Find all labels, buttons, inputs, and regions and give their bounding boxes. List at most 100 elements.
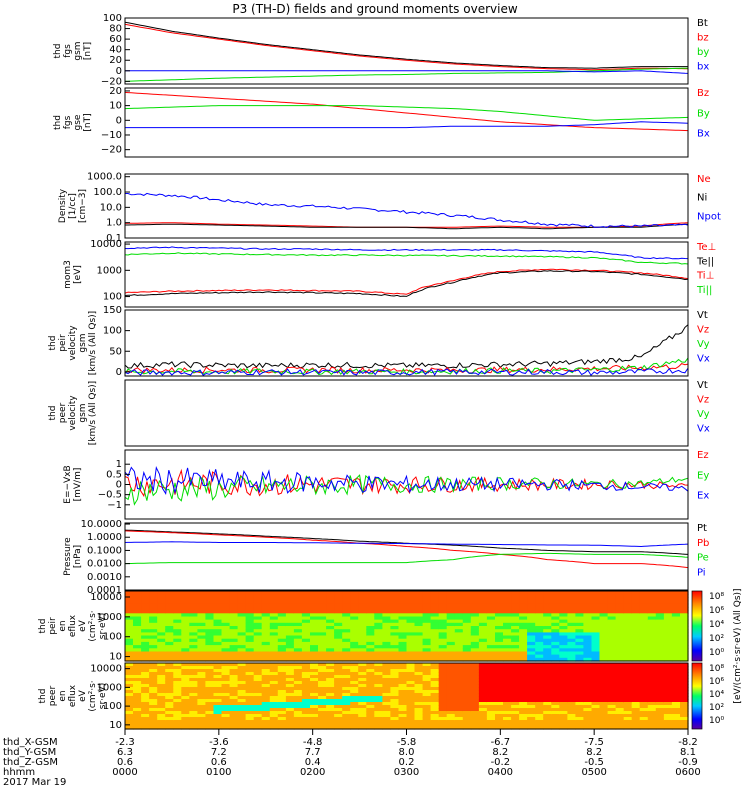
heatmap-cell — [205, 684, 214, 688]
heatmap-cell — [301, 638, 311, 643]
heatmap-cell — [575, 622, 584, 627]
heatmap-cell — [342, 717, 351, 721]
heatmap-cell — [366, 648, 375, 653]
legend-label: Pe — [697, 553, 709, 564]
heatmap-cell — [478, 622, 488, 627]
heatmap-cell — [599, 699, 609, 703]
heatmap-cell — [414, 597, 424, 602]
heatmap-cell — [511, 635, 520, 640]
heatmap-cell — [470, 657, 480, 662]
heatmap-cell — [149, 591, 158, 595]
heatmap-cell — [293, 616, 303, 621]
heatmap-cell — [310, 600, 319, 605]
heatmap-cell — [591, 641, 601, 646]
legend-label: Ti⊥ — [696, 271, 714, 282]
heatmap-cell — [229, 594, 239, 598]
heatmap-cell — [623, 681, 633, 685]
heatmap-cell — [261, 641, 271, 646]
heatmap-cell — [133, 610, 142, 614]
heatmap-cell — [342, 616, 351, 621]
heatmap-cell — [125, 696, 134, 700]
heatmap-cell — [350, 684, 359, 688]
heatmap-cell — [478, 594, 488, 598]
heatmap-cell — [157, 641, 166, 646]
heatmap-cell — [374, 648, 383, 653]
heatmap-cell — [486, 690, 496, 694]
heatmap-cell — [261, 622, 271, 627]
heatmap-cell — [261, 696, 271, 700]
heatmap-cell — [486, 672, 496, 676]
heatmap-cell — [133, 626, 142, 630]
heatmap-cell — [390, 711, 399, 715]
heatmap-cell — [350, 651, 359, 656]
heatmap-cell — [213, 693, 223, 697]
heatmap-cell — [173, 678, 182, 682]
y-axis-label: [nPa] — [73, 545, 83, 568]
heatmap-cell — [446, 693, 456, 697]
heatmap-cell — [503, 600, 512, 605]
heatmap-cell — [261, 711, 271, 715]
heatmap-cell — [301, 702, 311, 706]
heatmap-cell — [245, 638, 255, 643]
y-axis-label: fgs — [63, 115, 73, 129]
heatmap-cell — [583, 610, 592, 614]
heatmap-cell — [438, 708, 448, 712]
heatmap-cell — [269, 702, 279, 706]
heatmap-cell — [639, 675, 649, 679]
heatmap-cell — [277, 641, 287, 646]
heatmap-cell — [157, 597, 166, 602]
heatmap-cell — [133, 616, 142, 621]
heatmap-cell — [285, 600, 295, 605]
heatmap-cell — [350, 619, 359, 624]
heatmap-cell — [390, 641, 399, 646]
heatmap-cell — [527, 629, 536, 633]
heatmap-cell — [205, 600, 214, 605]
heatmap-cell — [680, 635, 689, 640]
heatmap-cell — [390, 723, 399, 727]
heatmap-cell — [511, 616, 520, 621]
heatmap-cell — [519, 622, 528, 627]
heatmap-cell — [173, 705, 182, 709]
heatmap-cell — [205, 632, 214, 637]
heatmap-cell — [535, 645, 544, 649]
heatmap-cell — [125, 632, 134, 637]
heatmap-cell — [503, 666, 512, 670]
heatmap-cell — [583, 603, 592, 608]
heatmap-cell — [229, 648, 239, 653]
heatmap-cell — [647, 619, 657, 624]
heatmap-cell — [358, 657, 367, 662]
heatmap-cell — [197, 622, 206, 627]
heatmap-cell — [551, 645, 560, 649]
heatmap-cell — [615, 705, 625, 709]
heatmap-cell — [165, 723, 174, 727]
heatmap-cell — [293, 714, 303, 718]
heatmap-cell — [237, 696, 247, 700]
heatmap-cell — [591, 678, 601, 682]
heatmap-cell — [157, 693, 166, 697]
heatmap-cell — [680, 714, 689, 718]
heatmap-cell — [133, 726, 142, 730]
heatmap-cell — [543, 687, 552, 691]
heatmap-cell — [559, 690, 568, 694]
heatmap-cell — [446, 687, 456, 691]
heatmap-cell — [559, 684, 568, 688]
heatmap-cell — [567, 711, 576, 715]
heatmap-cell — [350, 726, 359, 730]
heatmap-cell — [253, 597, 263, 602]
heatmap-cell — [486, 687, 496, 691]
heatmap-cell — [157, 717, 166, 721]
heatmap-cell — [511, 648, 520, 653]
heatmap-cell — [519, 619, 528, 624]
heatmap-cell — [141, 629, 150, 633]
heatmap-cell — [165, 616, 174, 621]
heatmap-cell — [486, 684, 496, 688]
heatmap-cell — [374, 632, 383, 637]
heatmap-cell — [181, 675, 190, 679]
heatmap-cell — [462, 663, 472, 667]
heatmap-cell — [277, 651, 287, 656]
heatmap-cell — [470, 603, 480, 608]
heatmap-cell — [406, 613, 416, 618]
y-tick-label: 0.0100 — [87, 559, 122, 570]
heatmap-cell — [245, 616, 255, 621]
heatmap-cell — [165, 663, 174, 667]
